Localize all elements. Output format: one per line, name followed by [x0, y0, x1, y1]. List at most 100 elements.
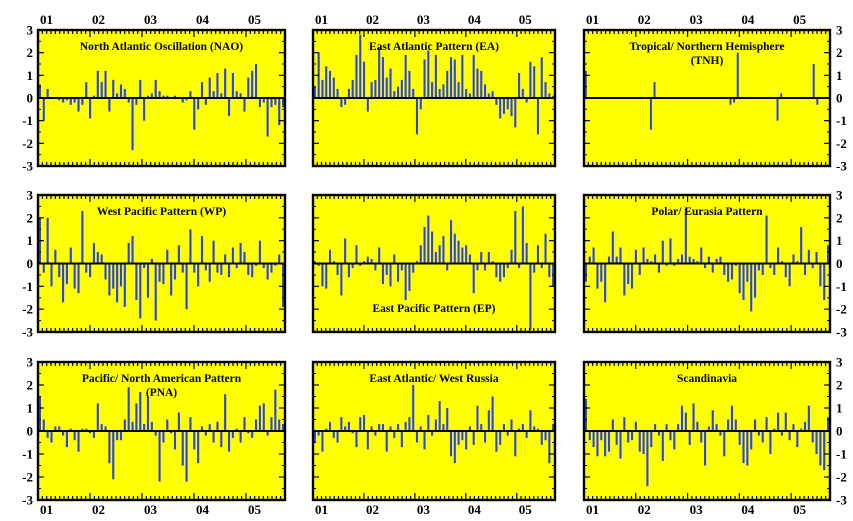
bar	[607, 256, 611, 264]
bar	[363, 61, 366, 98]
bar	[131, 421, 134, 431]
bar	[243, 252, 246, 264]
bar	[58, 98, 61, 101]
bar	[757, 431, 760, 436]
bar	[738, 263, 741, 294]
bar	[81, 98, 84, 105]
bar	[38, 84, 41, 98]
bar	[536, 245, 540, 264]
bar	[700, 431, 703, 443]
bar	[119, 263, 123, 287]
bar	[274, 98, 277, 105]
bar	[665, 424, 668, 431]
y-tick-label: -3	[836, 493, 847, 508]
bar	[404, 263, 407, 301]
bar	[457, 82, 460, 98]
bar	[239, 431, 242, 443]
x-tick-label: 02	[638, 12, 651, 27]
bar	[119, 431, 123, 441]
bar	[769, 263, 772, 269]
x-tick-label: 01	[586, 12, 599, 27]
bar	[548, 263, 551, 278]
bar	[108, 263, 111, 296]
bar	[704, 431, 707, 466]
bar	[355, 245, 358, 264]
bar	[819, 263, 822, 287]
bar	[484, 84, 487, 98]
bar	[468, 254, 471, 264]
bar	[499, 263, 502, 282]
y-tick-label: 3	[27, 188, 34, 203]
bar	[344, 98, 347, 105]
bar	[224, 394, 227, 431]
bar	[700, 247, 703, 264]
bar	[468, 93, 471, 98]
bar	[46, 431, 49, 438]
bar	[154, 263, 157, 321]
bar	[415, 261, 419, 264]
bar	[711, 410, 714, 431]
bar	[552, 424, 555, 431]
bar	[374, 263, 377, 271]
bar	[328, 249, 332, 264]
bar	[385, 263, 388, 275]
bar	[317, 263, 320, 266]
bar	[381, 424, 384, 431]
bar	[653, 82, 656, 98]
bar	[642, 247, 645, 264]
bar	[143, 98, 146, 121]
bar	[431, 82, 434, 98]
bar	[282, 424, 285, 431]
bar	[62, 98, 65, 103]
bar	[166, 419, 169, 431]
x-tick-label: 02	[92, 502, 105, 517]
bar	[363, 414, 366, 431]
panel-2: 01 02 03 04 05 East Atlantic Pattern (EA)	[311, 12, 557, 168]
bar	[262, 263, 265, 269]
y-tick-label: 1	[27, 401, 34, 416]
bar	[457, 240, 460, 264]
bar	[730, 405, 734, 431]
bar	[495, 263, 498, 278]
bar	[412, 263, 415, 273]
bar	[487, 252, 490, 264]
bar	[630, 431, 634, 441]
bar	[684, 208, 687, 264]
bar	[385, 431, 388, 452]
bar	[487, 410, 490, 431]
bar	[796, 431, 799, 448]
bar	[135, 98, 138, 105]
bar	[600, 263, 603, 282]
bar	[381, 57, 384, 98]
bar	[325, 263, 328, 289]
bar	[336, 88, 339, 98]
bar	[251, 263, 254, 278]
panel-frame	[311, 28, 557, 168]
bar	[600, 431, 603, 441]
bar	[135, 263, 138, 301]
bar	[239, 93, 242, 98]
bar	[788, 263, 791, 287]
x-tick-label: 03	[417, 502, 431, 517]
bar	[680, 254, 684, 264]
bar	[719, 256, 722, 264]
bar	[611, 231, 614, 264]
bar	[185, 98, 188, 101]
bar	[427, 50, 430, 98]
bar	[173, 95, 177, 98]
x-tick-label: 04	[196, 12, 210, 27]
bar	[393, 91, 396, 98]
y-tick-label: 3	[27, 23, 34, 38]
bar	[85, 428, 88, 431]
bar	[419, 245, 422, 264]
y-tick-label: -1	[22, 447, 33, 462]
bar	[819, 431, 822, 466]
y-tick-label: -3	[22, 493, 33, 508]
bar	[100, 424, 103, 431]
bar	[540, 57, 543, 98]
y-tick-label: -3	[22, 159, 33, 174]
bar	[816, 98, 819, 105]
bar	[104, 426, 107, 431]
bar	[212, 91, 215, 98]
bar	[761, 431, 764, 443]
